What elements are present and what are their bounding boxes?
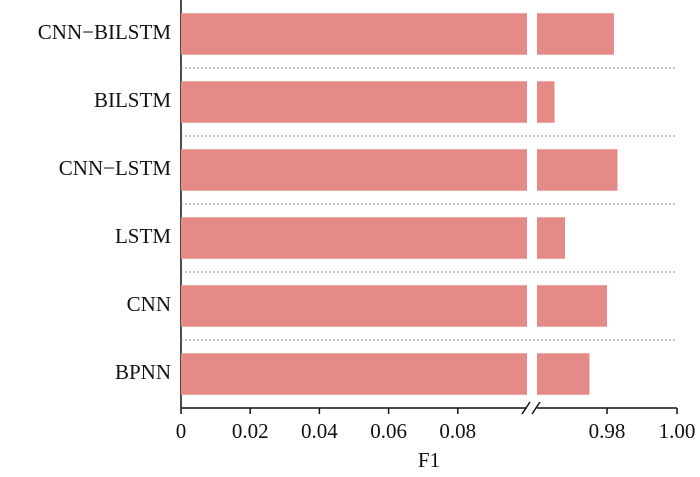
bar xyxy=(181,149,527,191)
x-tick-label: 0.04 xyxy=(301,419,338,443)
x-tick-label: 0.06 xyxy=(370,419,407,443)
x-tick-label: 0 xyxy=(176,419,187,443)
y-tick-label: BILSTM xyxy=(94,88,171,112)
bar xyxy=(537,285,607,327)
bar xyxy=(537,149,618,191)
y-tick-label: CNN xyxy=(127,292,171,316)
x-axis-label: F1 xyxy=(418,448,440,472)
bar xyxy=(181,285,527,327)
x-tick-label: 0.98 xyxy=(589,419,626,443)
x-tick-label: 0.08 xyxy=(439,419,476,443)
bar xyxy=(537,13,614,55)
bar xyxy=(181,13,527,55)
y-tick-label: BPNN xyxy=(115,360,171,384)
bar xyxy=(181,353,527,395)
x-tick-label: 0.02 xyxy=(232,419,269,443)
axis-break xyxy=(531,401,541,415)
y-tick-label: LSTM xyxy=(115,224,171,248)
y-tick-label: CNN−LSTM xyxy=(59,156,172,180)
bar xyxy=(537,353,590,395)
axis-break xyxy=(521,401,531,415)
bar xyxy=(181,217,527,259)
bar xyxy=(537,217,565,259)
y-tick-label: CNN−BILSTM xyxy=(38,20,172,44)
bar xyxy=(181,81,527,123)
x-tick-label: 1.00 xyxy=(659,419,696,443)
bar xyxy=(537,81,555,123)
